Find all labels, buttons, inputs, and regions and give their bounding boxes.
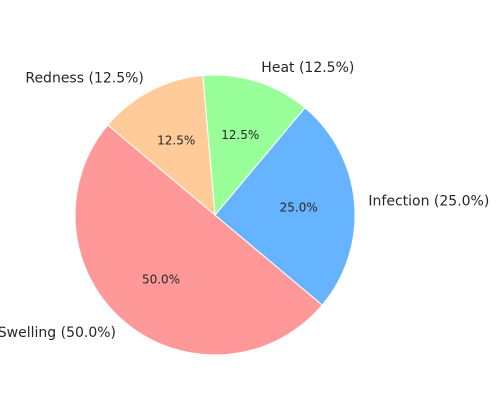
pie-slice-swelling [74,124,323,356]
pie-slice-infection [214,107,356,306]
category-label-redness: Redness (12.5%) [25,70,144,86]
pct-label-swelling: 50.0% [142,272,180,286]
category-label-swelling: Swelling (50.0%) [0,325,116,341]
percentage-labels: 50.0% 25.0% 12.5% 12.5% [142,128,318,286]
category-label-heat: Heat (12.5%) [261,60,354,76]
category-label-infection: Infection (25.0%) [368,194,489,210]
pct-label-heat: 12.5% [221,128,259,142]
pie-slice-heat [202,74,306,217]
pct-label-infection: 25.0% [280,201,318,215]
pct-label-redness: 12.5% [157,133,195,147]
pie-slices [74,74,356,356]
pie-slice-redness [107,74,216,217]
category-labels: Swelling (50.0%) Infection (25.0%) Heat (1… [0,60,489,341]
